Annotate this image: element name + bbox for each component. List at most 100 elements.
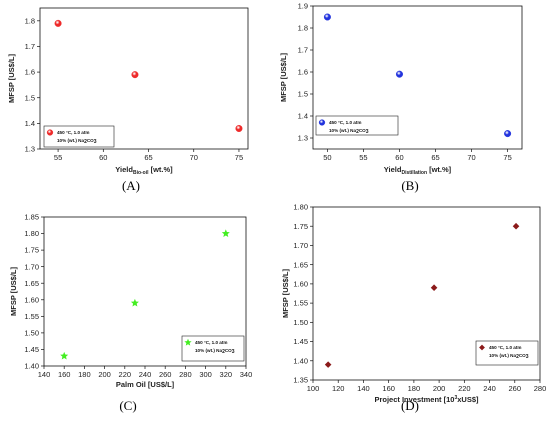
y-tick-label: 1.8 (25, 16, 35, 25)
y-axis-label: MFSP [US$/L] (279, 52, 288, 102)
x-tick-label: 280 (534, 384, 547, 393)
legend-line-1: 450 °C, 1.0 atm (329, 120, 361, 125)
panel-label: (D) (401, 398, 419, 413)
y-tick-label: 1.45 (293, 337, 308, 346)
y-tick-label: 1.5 (298, 90, 308, 99)
data-point (60, 351, 69, 360)
x-tick-label: 75 (503, 153, 511, 162)
x-tick-label: 340 (240, 370, 253, 379)
data-point (504, 130, 512, 138)
data-point (130, 298, 139, 307)
y-tick-label: 1.35 (293, 376, 308, 385)
y-tick-label: 1.7 (25, 42, 35, 51)
x-tick-label: 75 (235, 153, 243, 162)
x-tick-label: 55 (359, 153, 367, 162)
x-tick-label: 70 (190, 153, 198, 162)
y-tick-label: 1.55 (24, 312, 39, 321)
x-tick-label: 260 (159, 370, 172, 379)
y-tick-label: 1.4 (298, 112, 308, 121)
x-axis-label: Palm Oil [US$/L] (116, 380, 175, 389)
y-tick-label: 1.70 (24, 262, 39, 271)
x-axis-label: YieldDistillation [wt.%] (384, 165, 452, 176)
y-tick-label: 1.6 (298, 68, 308, 77)
y-tick-label: 1.65 (293, 260, 308, 269)
plot-frame (39, 7, 249, 150)
legend-box (475, 340, 539, 366)
x-tick-label: 120 (332, 384, 345, 393)
chart-panel-1: 55 60 65 70 75 1.3 1.4 1.5 1.6 1.7 1.8 MFSP [US$/L]… (7, 7, 249, 193)
x-tick-label: 200 (433, 384, 446, 393)
y-tick-label: 1.50 (24, 328, 39, 337)
legend: 450 °C, 1.0 atm 10% (wt.) Na2CO3 (315, 115, 399, 136)
y-tick-label: 1.80 (24, 229, 39, 238)
y-tick-label: 1.6 (25, 68, 35, 77)
legend-line-1: 450 °C, 1.0 atm (195, 340, 227, 345)
y-tick-label: 1.80 (293, 203, 308, 212)
x-axis-label: YieldBio-oil [wt.%] (115, 165, 173, 176)
y-tick-label: 1.5 (25, 93, 35, 102)
plot-frame (312, 206, 541, 381)
data-point (430, 284, 438, 292)
x-axis-label: Project Investment [103xUS$] (374, 395, 479, 404)
legend-line-2: 10% (wt.) Na2CO3 (57, 138, 97, 145)
x-tick-label: 200 (98, 370, 111, 379)
y-tick-label: 1.9 (298, 2, 308, 11)
y-tick-label: 1.7 (298, 46, 308, 55)
y-axis-label: MFSP [US$/L] (7, 53, 16, 103)
chart-panel-4: 100 120 140 160 180 200 220 240 260 280 1.35 1.40 1.… (281, 203, 546, 413)
x-tick-label: 160 (382, 384, 395, 393)
data-point (235, 124, 243, 132)
data-point (131, 71, 139, 79)
chart-panel-2: 50 55 60 65 70 75 1.3 1.4 1.5 1.6 1.7 1.8 1.9 MFSP [U… (279, 2, 523, 193)
data-point (324, 361, 332, 368)
x-tick-label: 220 (458, 384, 471, 393)
y-tick-label: 1.85 (24, 213, 39, 222)
data-point (512, 222, 520, 230)
legend-marker (46, 129, 54, 136)
y-tick-label: 1.70 (293, 241, 308, 250)
x-tick-label: 100 (307, 384, 320, 393)
x-tick-label: 140 (357, 384, 370, 393)
y-tick-label: 1.60 (293, 279, 308, 288)
y-tick-label: 1.4 (25, 119, 35, 128)
y-tick-label: 1.8 (298, 24, 308, 33)
y-tick-label: 1.3 (298, 134, 308, 143)
panel-label: (B) (401, 178, 418, 193)
y-tick-label: 1.75 (24, 246, 39, 255)
x-tick-label: 65 (144, 153, 152, 162)
legend-marker (479, 344, 485, 351)
panel-label: (A) (122, 178, 140, 193)
legend-box (315, 115, 399, 136)
chart-panel-3: 140 160 180 200 220 240 260 280 300 320 340 1.40 1.4… (9, 213, 252, 413)
y-tick-label: 1.75 (293, 222, 308, 231)
legend-line-2: 10% (wt.) Na2CO3 (195, 348, 235, 355)
legend-box (43, 125, 115, 148)
plot-frame (312, 5, 523, 150)
y-tick-label: 1.60 (24, 295, 39, 304)
legend-line-1: 450 °C, 1.0 atm (57, 130, 89, 135)
legend-line-2: 10% (wt.) Na2CO3 (489, 353, 529, 360)
x-tick-label: 60 (99, 153, 107, 162)
panel-label: (C) (119, 398, 136, 413)
legend-line-2: 10% (wt.) Na2CO3 (329, 128, 369, 135)
legend-box (181, 335, 245, 362)
y-tick-label: 1.40 (293, 356, 308, 365)
y-tick-label: 1.55 (293, 299, 308, 308)
x-tick-label: 260 (509, 384, 522, 393)
x-tick-label: 65 (431, 153, 439, 162)
legend: 450 °C, 1.0 atm 10% (wt.) Na2CO3 (43, 125, 115, 148)
x-tick-label: 240 (139, 370, 152, 379)
y-axis-label: MFSP [US$/L] (281, 268, 290, 318)
data-point (323, 13, 331, 21)
x-tick-label: 180 (408, 384, 421, 393)
y-tick-label: 1.3 (25, 145, 35, 154)
x-tick-label: 60 (395, 153, 403, 162)
data-point (395, 70, 403, 78)
legend-marker (184, 338, 192, 346)
x-tick-label: 140 (38, 370, 51, 379)
x-tick-label: 180 (78, 370, 91, 379)
x-tick-label: 320 (220, 370, 233, 379)
legend-marker (318, 119, 326, 126)
x-tick-label: 300 (199, 370, 212, 379)
x-tick-label: 70 (467, 153, 475, 162)
